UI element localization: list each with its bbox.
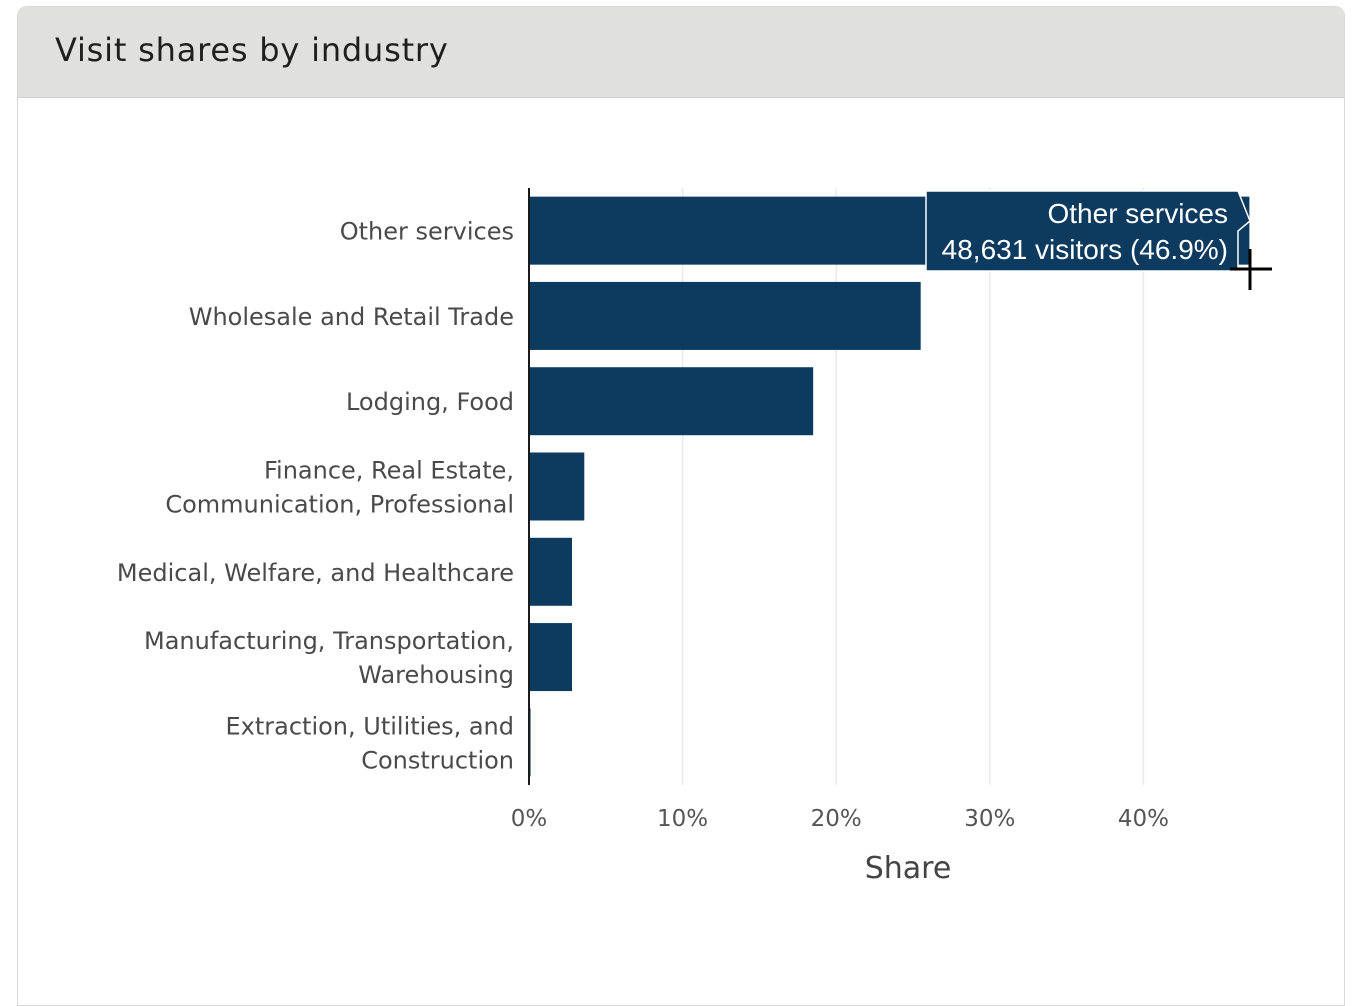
x-tick-label-3: 30%	[964, 806, 1015, 832]
category-labels: Other services Wholesale and Retail Trade…	[117, 218, 514, 775]
bar-3[interactable]	[529, 452, 585, 521]
card-header: Visit shares by industry	[18, 7, 1344, 98]
card-title: Visit shares by industry	[55, 31, 449, 69]
hover-tooltip: Other services 48,631 visitors (46.9%)	[925, 190, 1251, 272]
category-label-3-line-0: Finance, Real Estate,	[264, 457, 514, 485]
gridlines	[681, 188, 1145, 785]
x-tick-label-1: 10%	[657, 806, 708, 832]
x-axis-title: Share	[865, 851, 952, 886]
bar-4[interactable]	[529, 537, 573, 606]
category-label-2: Lodging, Food	[346, 388, 514, 416]
category-label-6-line-1: Construction	[361, 746, 514, 774]
category-label-5-line-0: Manufacturing, Transportation,	[144, 627, 514, 655]
chart-card: Visit shares by industry	[17, 6, 1345, 1006]
x-tick-label-0: 0%	[511, 806, 548, 832]
bars	[529, 196, 1250, 777]
category-label-4: Medical, Welfare, and Healthcare	[117, 559, 514, 587]
category-label-6-line-0: Extraction, Utilities, and	[225, 712, 514, 740]
x-tick-label-4: 40%	[1118, 806, 1169, 832]
category-label-5-line-1: Warehousing	[358, 661, 514, 689]
tooltip-value: 48,631 visitors (46.9%)	[942, 234, 1228, 265]
bar-1[interactable]	[529, 281, 921, 350]
category-label-0: Other services	[340, 218, 514, 246]
bar-5[interactable]	[529, 623, 573, 692]
category-label-1: Wholesale and Retail Trade	[189, 303, 514, 331]
bar-2[interactable]	[529, 367, 814, 436]
crosshair-cursor-icon	[1230, 249, 1272, 290]
x-tick-labels: 0% 10% 20% 30% 40%	[511, 806, 1169, 832]
category-label-3-line-1: Communication, Professional	[165, 491, 514, 519]
x-tick-label-2: 20%	[811, 806, 862, 832]
tooltip-title: Other services	[1048, 198, 1229, 229]
tooltip-box	[925, 190, 1251, 272]
